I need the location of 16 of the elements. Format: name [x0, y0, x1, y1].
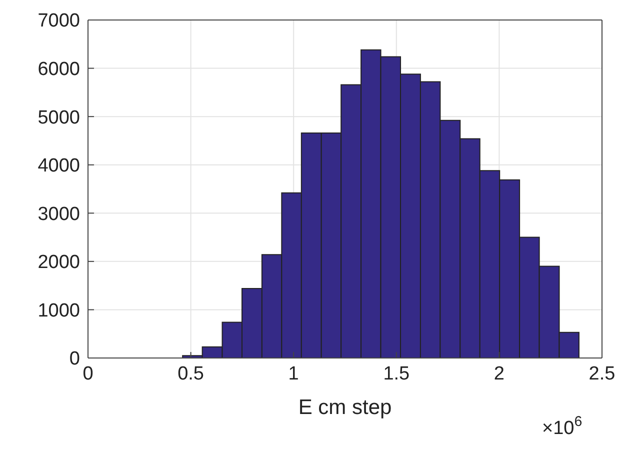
- x-tick-label: 1.5: [383, 363, 410, 384]
- y-tick-label: 5000: [38, 107, 80, 128]
- y-tick-label: 3000: [38, 204, 80, 225]
- x-tick-label: 0: [82, 363, 94, 384]
- y-tick-label: 4000: [38, 156, 80, 177]
- x-tick-label: 1: [288, 363, 299, 384]
- y-tick-label: 0: [69, 348, 80, 370]
- text: ×10$^{6}$: [542, 414, 582, 439]
- y-tick-label: 6000: [38, 59, 80, 80]
- x-axis-title: E cm step: [298, 396, 392, 419]
- x-tick-label: 0.5: [178, 363, 204, 384]
- y-tick-label: 7000: [38, 10, 80, 32]
- y-tick-label: 2000: [38, 252, 80, 274]
- x-tick-label: 2: [494, 363, 504, 384]
- y-tick-label: 1000: [38, 300, 80, 322]
- x-tick-label: 2.5: [588, 363, 616, 384]
